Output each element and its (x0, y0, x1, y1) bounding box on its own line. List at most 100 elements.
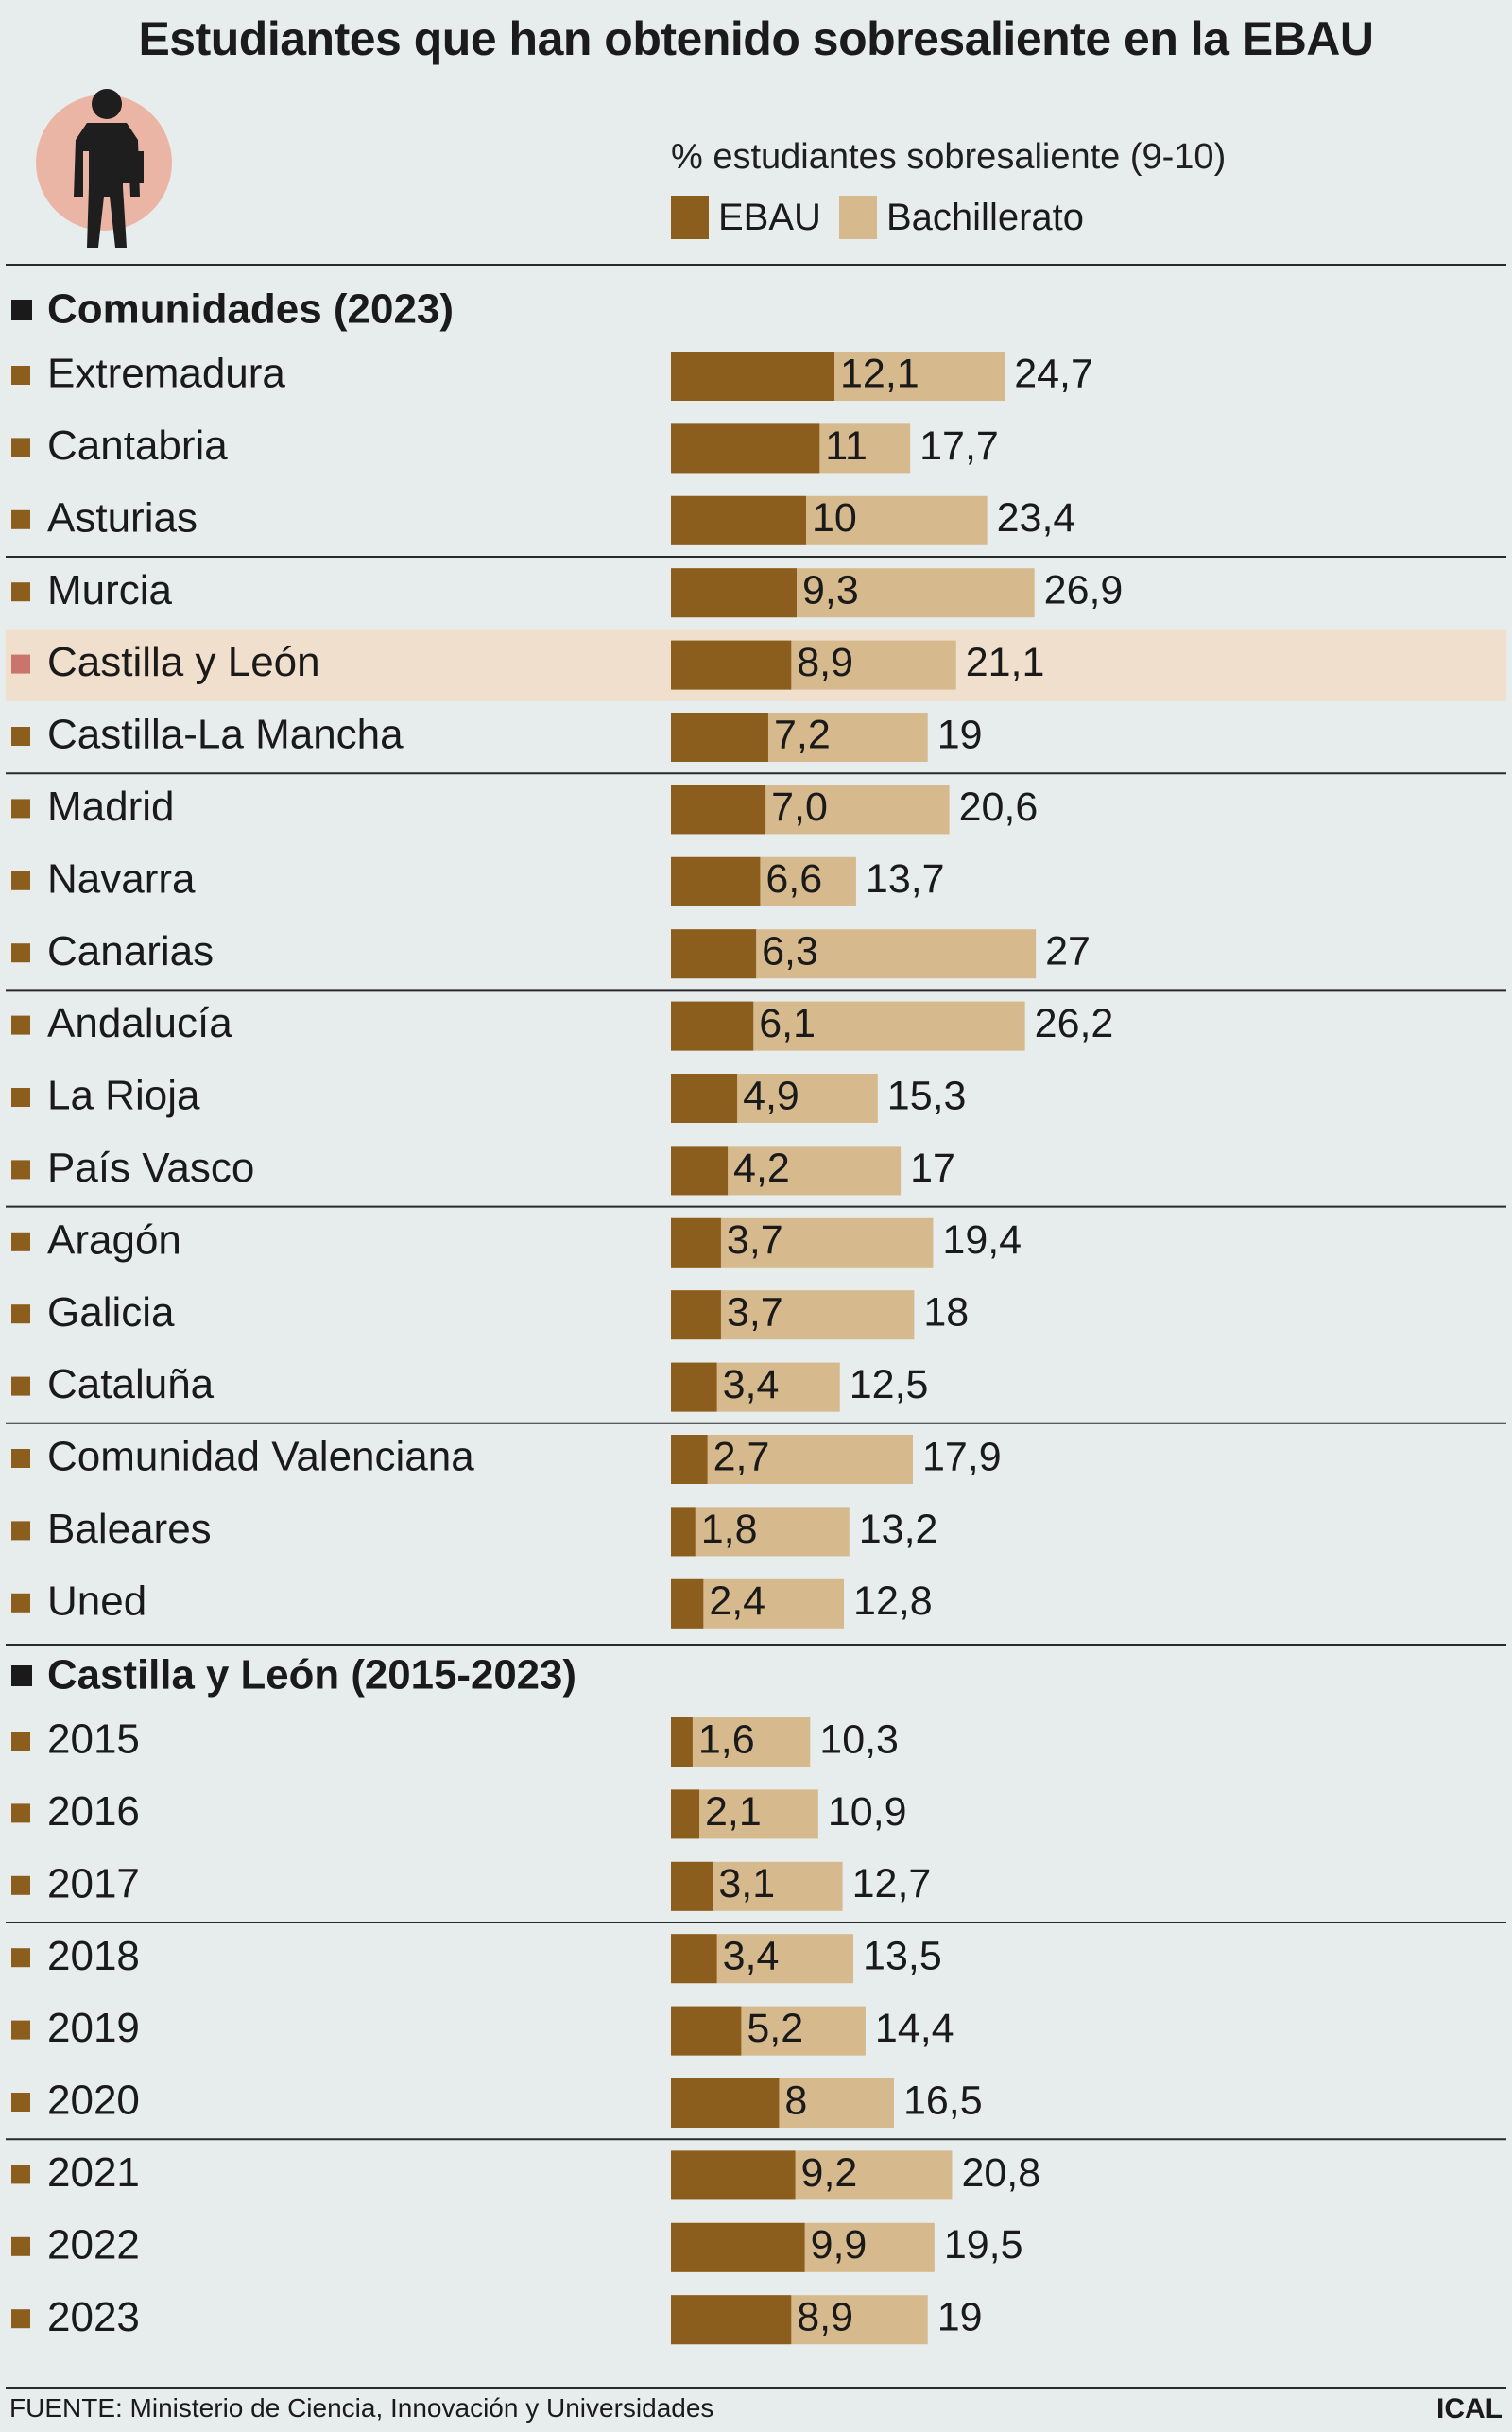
row-bullet-icon (11, 1304, 30, 1324)
data-label-bachillerato: 19 (937, 2295, 983, 2340)
row-bullet-icon (11, 1948, 30, 1968)
row-bullet-icon (11, 1160, 30, 1180)
bar-bachillerato (671, 1507, 850, 1557)
legend-swatch-ebau (671, 196, 709, 239)
data-label-bachillerato: 18 (923, 1290, 969, 1336)
data-label-ebau: 3,4 (723, 1362, 780, 1407)
category-label: 2015 (47, 1716, 140, 1763)
data-label-ebau: 3,7 (727, 1217, 783, 1263)
data-label-bachillerato: 19,5 (944, 2222, 1023, 2268)
data-label-ebau: 11 (825, 423, 868, 469)
category-label: Galicia (47, 1289, 175, 1336)
data-label-bachillerato: 20,8 (961, 2150, 1040, 2196)
row-bullet-icon (11, 1803, 30, 1823)
bar-ebau (671, 1362, 717, 1412)
data-label-ebau: 4,9 (743, 1073, 799, 1118)
bar-bachillerato (671, 1435, 913, 1484)
category-label: 2018 (47, 1933, 140, 1979)
row-bullet-icon (11, 1732, 30, 1751)
data-label-ebau: 5,2 (747, 2006, 803, 2051)
data-label-ebau: 9,9 (811, 2222, 868, 2268)
category-label: 2019 (47, 2005, 140, 2051)
category-label: Andalucía (47, 1000, 232, 1046)
data-label-ebau: 8 (784, 2078, 807, 2123)
section-castilla-leon-bullet-icon (11, 1665, 32, 1686)
data-label-ebau: 8,9 (797, 640, 853, 685)
data-label-bachillerato: 20,6 (959, 785, 1039, 830)
footer-brand: ICAL (1436, 2393, 1503, 2424)
category-label: Castilla y León (47, 639, 320, 685)
section-comunidades-title: Comunidades (2023) (47, 286, 454, 333)
row-bullet-icon (11, 2165, 30, 2184)
data-label-bachillerato: 17,9 (922, 1434, 1002, 1479)
data-label-bachillerato: 12,7 (852, 1861, 932, 1906)
category-label: Aragón (47, 1216, 181, 1263)
bar-ebau (671, 1507, 696, 1557)
data-label-ebau: 6,3 (762, 929, 818, 975)
data-label-bachillerato: 19,4 (942, 1217, 1022, 1263)
data-label-bachillerato: 12,8 (853, 1578, 933, 1624)
row-bullet-icon (11, 943, 30, 963)
data-label-bachillerato: 19 (937, 712, 983, 757)
bar-ebau (671, 352, 835, 401)
data-label-ebau: 4,2 (733, 1146, 790, 1191)
category-label: Navarra (47, 855, 196, 902)
data-label-ebau: 9,3 (802, 568, 859, 613)
data-label-bachillerato: 24,7 (1014, 351, 1093, 396)
category-label: 2022 (47, 2221, 140, 2268)
category-label: Canarias (47, 928, 214, 975)
row-bullet-icon (11, 1376, 30, 1396)
data-label-bachillerato: 12,5 (850, 1362, 929, 1407)
bar-ebau (671, 1435, 708, 1484)
bar-ebau (671, 1861, 713, 1911)
row-bullet-icon (11, 366, 30, 385)
data-label-ebau: 6,1 (759, 1001, 816, 1046)
row-bullet-icon (11, 1593, 30, 1613)
row-bullet-icon (11, 1088, 30, 1107)
category-label: 2020 (47, 2078, 140, 2124)
bar-ebau (671, 1578, 704, 1629)
row-bullet-icon (11, 509, 30, 529)
category-label: Murcia (47, 567, 173, 613)
category-label: Cataluña (47, 1361, 215, 1407)
bar-ebau (671, 2150, 796, 2200)
category-label: Castilla-La Mancha (47, 712, 404, 758)
section-castilla-leon-title: Castilla y León (2015-2023) (47, 1652, 576, 1699)
bar-ebau (671, 1934, 717, 1984)
data-label-bachillerato: 15,3 (887, 1073, 967, 1118)
bar-ebau (671, 2078, 780, 2128)
legend-bachillerato: Bachillerato (839, 194, 1084, 241)
data-label-bachillerato: 17,7 (919, 423, 999, 469)
category-label: País Vasco (47, 1145, 254, 1191)
data-label-bachillerato: 13,7 (866, 856, 945, 902)
legend-swatch-bachillerato (839, 196, 877, 239)
row-bullet-icon (11, 799, 30, 819)
category-label: Extremadura (47, 351, 285, 397)
data-label-bachillerato: 16,5 (903, 2078, 983, 2123)
data-label-ebau: 6,6 (765, 856, 822, 902)
section-comunidades-bullet-icon (11, 300, 32, 320)
row-bullet-icon (11, 438, 30, 457)
row-bullet-icon (11, 2236, 30, 2256)
bar-ebau (671, 785, 766, 835)
bar-bachillerato (671, 1717, 811, 1767)
data-label-bachillerato: 26,2 (1035, 1001, 1114, 1046)
data-label-bachillerato: 13,2 (859, 1507, 938, 1552)
student-silhouette-icon (36, 89, 172, 248)
data-label-bachillerato: 10,9 (828, 1789, 907, 1835)
data-label-bachillerato: 10,3 (819, 1716, 899, 1762)
data-label-bachillerato: 13,5 (863, 1934, 942, 1979)
data-label-ebau: 3,4 (723, 1934, 780, 1979)
data-label-bachillerato: 14,4 (875, 2006, 954, 2051)
category-label: 2023 (47, 2294, 140, 2340)
bar-ebau (671, 495, 806, 545)
chart-subtitle: % estudiantes sobresaliente (9-10) (671, 137, 1227, 177)
category-label: 2016 (47, 1788, 140, 1835)
footer-source: FUENTE: Ministerio de Ciencia, Innovació… (9, 2393, 714, 2423)
bar-ebau (671, 2295, 792, 2345)
row-bullet-icon (11, 654, 30, 674)
bar-ebau (671, 1290, 721, 1340)
row-bullet-icon (11, 1875, 30, 1895)
data-label-ebau: 7,2 (774, 712, 831, 757)
